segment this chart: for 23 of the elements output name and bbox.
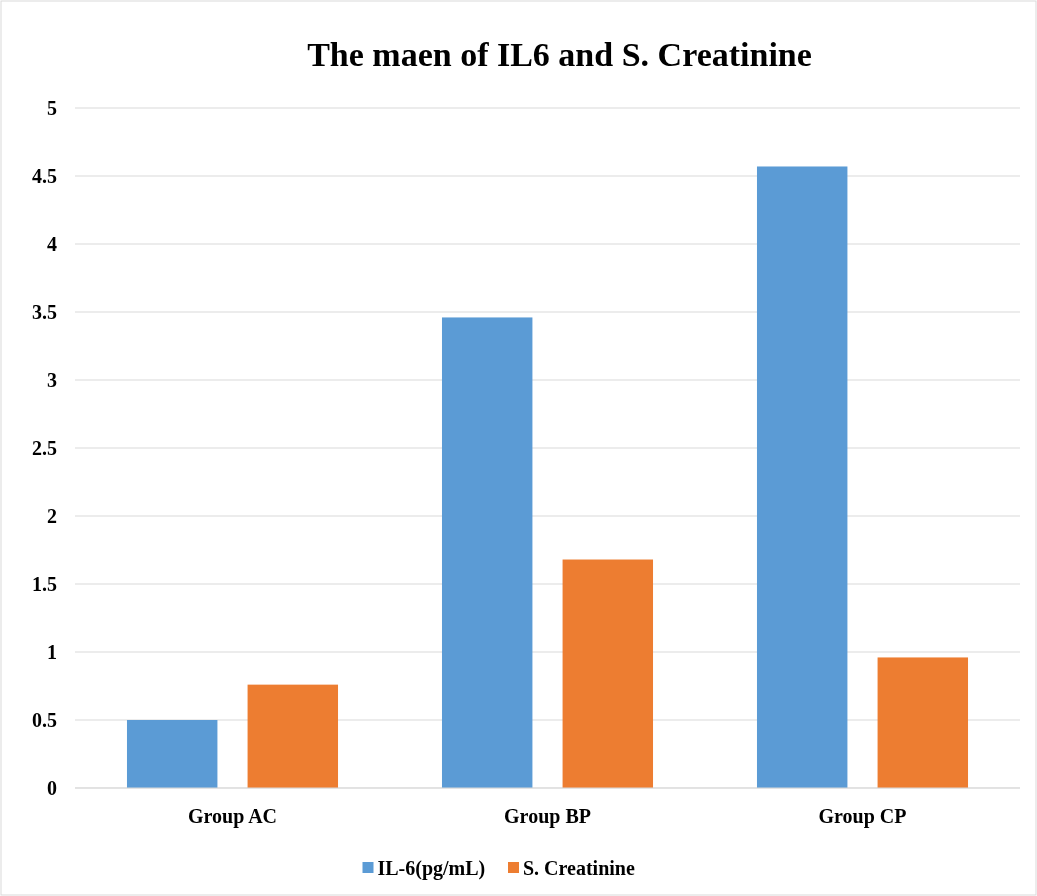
y-tick-label: 1 xyxy=(47,641,57,663)
y-tick-label: 3.5 xyxy=(32,301,57,323)
bar xyxy=(756,166,848,788)
y-tick-label: 5 xyxy=(47,97,57,119)
bar xyxy=(441,317,533,788)
x-tick-label: Group BP xyxy=(504,805,591,828)
y-tick-label: 4 xyxy=(47,233,57,255)
y-tick-label: 1.5 xyxy=(32,573,57,595)
y-tick-label: 0.5 xyxy=(32,709,57,731)
y-tick-label: 4.5 xyxy=(32,165,57,187)
y-tick-label: 2.5 xyxy=(32,437,57,459)
bar xyxy=(247,684,339,788)
y-tick-label: 0 xyxy=(47,777,57,799)
y-tick-label: 2 xyxy=(47,505,57,527)
bar xyxy=(562,559,654,788)
legend-label: IL-6(pg/mL) xyxy=(377,857,486,880)
chart-title: The maen of IL6 and S. Creatinine xyxy=(307,36,812,73)
y-tick-label: 3 xyxy=(47,369,57,391)
x-tick-label: Group CP xyxy=(818,805,907,828)
bar xyxy=(126,720,218,788)
bar xyxy=(877,657,969,788)
legend-label: S. Creatinine xyxy=(523,857,635,879)
x-tick-label: Group AC xyxy=(187,805,278,828)
